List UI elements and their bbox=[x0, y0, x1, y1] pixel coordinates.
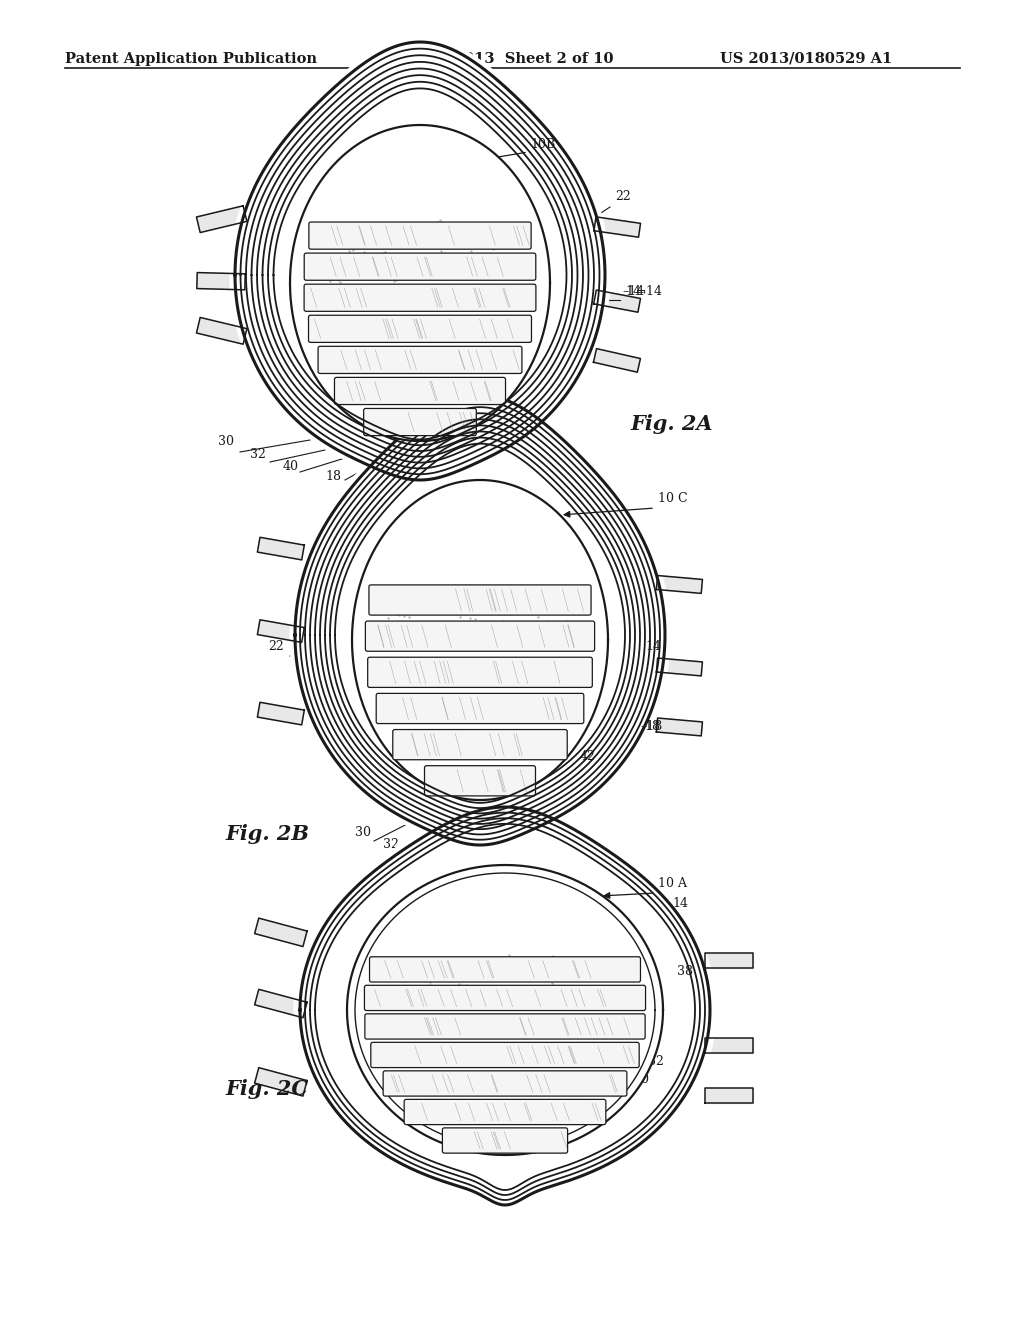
FancyBboxPatch shape bbox=[364, 408, 476, 436]
Polygon shape bbox=[656, 659, 702, 676]
Polygon shape bbox=[656, 576, 702, 594]
Text: US 2013/0180529 A1: US 2013/0180529 A1 bbox=[720, 51, 892, 66]
Polygon shape bbox=[705, 953, 753, 968]
FancyBboxPatch shape bbox=[365, 985, 645, 1011]
FancyBboxPatch shape bbox=[304, 253, 536, 280]
FancyBboxPatch shape bbox=[366, 620, 595, 651]
Text: 10 C: 10 C bbox=[658, 492, 688, 506]
FancyBboxPatch shape bbox=[383, 1071, 627, 1096]
Text: $\neg$14: $\neg$14 bbox=[635, 284, 663, 298]
FancyBboxPatch shape bbox=[393, 730, 567, 760]
Polygon shape bbox=[257, 620, 304, 643]
Polygon shape bbox=[197, 206, 247, 232]
Text: 40: 40 bbox=[412, 850, 428, 863]
Polygon shape bbox=[705, 1038, 753, 1053]
Text: 18: 18 bbox=[325, 470, 341, 483]
Text: Patent Application Publication: Patent Application Publication bbox=[65, 51, 317, 66]
Text: 14: 14 bbox=[645, 640, 662, 653]
Polygon shape bbox=[656, 718, 702, 735]
Polygon shape bbox=[594, 290, 641, 313]
Text: 40: 40 bbox=[283, 459, 299, 473]
Polygon shape bbox=[255, 1068, 307, 1096]
FancyBboxPatch shape bbox=[335, 378, 506, 404]
FancyBboxPatch shape bbox=[376, 693, 584, 723]
Polygon shape bbox=[290, 125, 550, 441]
Polygon shape bbox=[255, 919, 307, 946]
FancyBboxPatch shape bbox=[404, 1100, 606, 1125]
Text: 32: 32 bbox=[383, 838, 399, 851]
Text: 10B: 10B bbox=[530, 139, 555, 150]
Text: 10 A: 10 A bbox=[658, 876, 687, 890]
Text: 18: 18 bbox=[644, 719, 660, 733]
FancyBboxPatch shape bbox=[318, 346, 522, 374]
Polygon shape bbox=[255, 989, 307, 1018]
Polygon shape bbox=[705, 1088, 753, 1104]
FancyBboxPatch shape bbox=[370, 957, 640, 982]
Text: 42: 42 bbox=[580, 750, 596, 763]
Text: 38: 38 bbox=[677, 965, 693, 978]
Polygon shape bbox=[294, 801, 716, 1210]
Polygon shape bbox=[347, 865, 663, 1155]
FancyBboxPatch shape bbox=[368, 657, 592, 688]
FancyBboxPatch shape bbox=[442, 1127, 567, 1154]
Polygon shape bbox=[290, 389, 670, 850]
Text: Fig. 2B: Fig. 2B bbox=[225, 824, 309, 843]
Text: –18: –18 bbox=[640, 719, 663, 733]
Polygon shape bbox=[197, 272, 245, 290]
Text: 32: 32 bbox=[250, 447, 266, 461]
Text: 30: 30 bbox=[355, 826, 371, 840]
FancyBboxPatch shape bbox=[425, 766, 536, 796]
FancyBboxPatch shape bbox=[308, 315, 531, 342]
Polygon shape bbox=[594, 216, 641, 238]
Text: 14: 14 bbox=[625, 285, 641, 298]
FancyBboxPatch shape bbox=[309, 222, 531, 249]
Text: –14: –14 bbox=[622, 285, 644, 298]
Polygon shape bbox=[594, 348, 640, 372]
FancyBboxPatch shape bbox=[365, 1014, 645, 1039]
FancyBboxPatch shape bbox=[369, 585, 591, 615]
FancyBboxPatch shape bbox=[304, 284, 536, 312]
Polygon shape bbox=[197, 317, 247, 345]
Text: Fig. 2A: Fig. 2A bbox=[630, 414, 713, 434]
Polygon shape bbox=[257, 537, 304, 560]
Text: 32: 32 bbox=[648, 1055, 664, 1068]
Polygon shape bbox=[257, 702, 304, 725]
Text: 30: 30 bbox=[218, 436, 234, 447]
Text: Jul. 18, 2013  Sheet 2 of 10: Jul. 18, 2013 Sheet 2 of 10 bbox=[390, 51, 613, 66]
FancyBboxPatch shape bbox=[371, 1043, 639, 1068]
Text: 30: 30 bbox=[633, 1073, 649, 1086]
Text: 22: 22 bbox=[615, 190, 631, 203]
Text: 14: 14 bbox=[672, 898, 688, 909]
Text: 22: 22 bbox=[268, 640, 284, 653]
Polygon shape bbox=[230, 37, 610, 484]
Text: Fig. 2C: Fig. 2C bbox=[225, 1078, 308, 1100]
Polygon shape bbox=[352, 480, 608, 800]
